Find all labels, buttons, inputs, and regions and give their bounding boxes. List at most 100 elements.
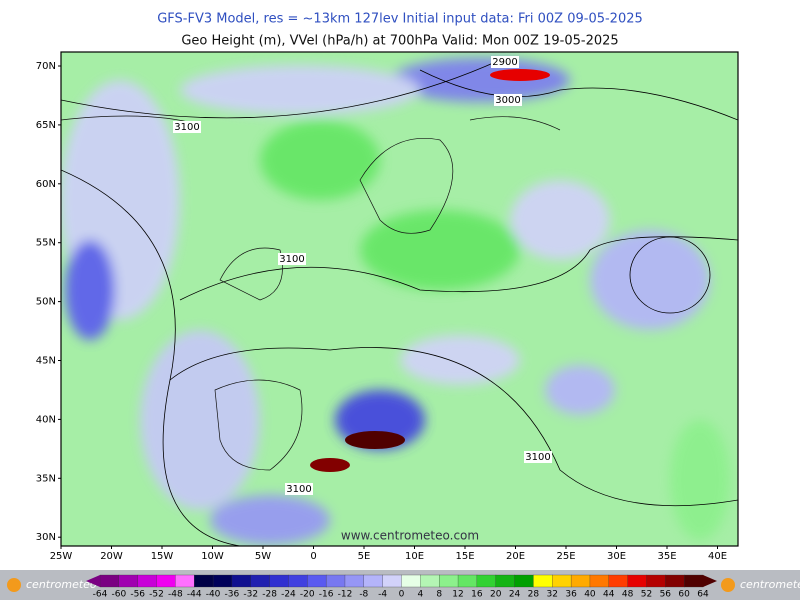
colorbar-swatch <box>118 574 139 588</box>
colorbar-label: -40 <box>206 590 221 600</box>
colorbar-label: -28 <box>262 590 277 600</box>
contour-label: 3100 <box>279 254 304 265</box>
colorbar-swatch <box>457 574 478 588</box>
lon-label: 35E <box>657 551 676 562</box>
title-line-1: GFS-FV3 Model, res = ~13km 127lev Initia… <box>157 12 643 27</box>
colorbar-label: -8 <box>359 590 368 600</box>
lat-label: 65N <box>36 120 56 131</box>
colorbar-swatch <box>495 574 516 588</box>
contour-label: 3000 <box>495 95 520 106</box>
contour-label: 3100 <box>525 452 550 463</box>
colorbar-label: -16 <box>319 590 334 600</box>
colorbar-label: 44 <box>603 590 615 600</box>
colorbar-swatch <box>194 574 214 588</box>
colorbar-label: -60 <box>111 590 126 600</box>
colorbar-swatch <box>665 574 685 588</box>
lat-label: 40N <box>36 414 56 425</box>
colorbar-label: 56 <box>660 590 672 600</box>
lon-label: 15E <box>455 551 474 562</box>
colorbar-swatch <box>344 574 365 588</box>
colorbar-swatch <box>231 574 252 588</box>
colorbar-label: 12 <box>452 590 463 600</box>
lon-label: 10W <box>201 551 224 562</box>
lon-label: 5E <box>358 551 371 562</box>
colorbar-label: 24 <box>509 590 521 600</box>
logo-icon <box>7 578 21 592</box>
colorbar-swatch <box>156 574 176 588</box>
colorbar-label: 16 <box>471 590 483 600</box>
colorbar-swatch <box>552 574 572 588</box>
lat-label: 55N <box>36 238 56 249</box>
colorbar-swatch <box>514 574 534 588</box>
colorbar-swatch <box>288 574 308 588</box>
colorbar-swatch <box>99 574 120 588</box>
colorbar-label: -36 <box>225 590 240 600</box>
colorbar-swatch <box>175 574 195 588</box>
colorbar-label: 60 <box>678 590 690 600</box>
colorbar-swatch <box>269 574 289 588</box>
lon-label: 40E <box>708 551 727 562</box>
contour-label-bg <box>524 451 552 463</box>
colorbar-swatch <box>137 574 157 588</box>
colorbar-swatch <box>307 574 327 588</box>
colorbar-label: 20 <box>490 590 502 600</box>
colorbar-label: -12 <box>338 590 353 600</box>
lon-label: 15W <box>151 551 174 562</box>
colorbar-swatch <box>363 574 384 588</box>
lon-label: 10E <box>405 551 424 562</box>
colorbar-label: 64 <box>697 590 709 600</box>
colorbar-swatch <box>533 574 553 588</box>
contour-label-bg <box>285 483 313 495</box>
colorbar-label: -52 <box>149 590 164 600</box>
lat-label: 45N <box>36 356 56 367</box>
colorbar-label: 0 <box>399 590 405 600</box>
lat-label: 50N <box>36 297 56 308</box>
colorbar-label: -20 <box>300 590 315 600</box>
logo-icon <box>721 578 735 592</box>
lon-label: 5W <box>255 551 271 562</box>
lon-label: 0 <box>310 551 316 562</box>
colorbar-swatch <box>250 574 271 588</box>
colorbar-swatch <box>627 574 647 588</box>
colorbar-label: 4 <box>417 590 423 600</box>
colorbar-label: -32 <box>243 590 258 600</box>
lon-label: 25E <box>556 551 575 562</box>
contour-label: 2900 <box>492 57 517 68</box>
colorbar-label: -24 <box>281 590 296 600</box>
colorbar-label: -44 <box>187 590 202 600</box>
logo-left: centrometeo <box>26 578 97 591</box>
colorbar-swatch <box>325 574 346 588</box>
lon-label: 20E <box>506 551 525 562</box>
lon-label: 20W <box>100 551 123 562</box>
colorbar-swatch <box>212 574 233 588</box>
colorbar-label: 48 <box>622 590 634 600</box>
lat-label: 70N <box>36 61 56 72</box>
colorbar-label: 8 <box>436 590 442 600</box>
colorbar-swatch <box>382 574 402 588</box>
contour-label-bg <box>494 94 522 106</box>
contour-label-bg <box>491 56 519 68</box>
colorbar-label: 28 <box>528 590 540 600</box>
lon-label: 25W <box>50 551 73 562</box>
contour-label-bg <box>278 253 306 265</box>
colorbar-swatch <box>684 574 704 588</box>
map-field <box>61 52 738 546</box>
colorbar-label: -48 <box>168 590 183 600</box>
colorbar-label: -56 <box>130 590 145 600</box>
colorbar-arrow-left <box>86 575 100 587</box>
colorbar-swatch <box>570 574 591 588</box>
colorbar-swatch <box>420 574 440 588</box>
colorbar-label: 40 <box>584 590 596 600</box>
lon-label: 30E <box>607 551 626 562</box>
map-frame <box>60 51 739 547</box>
colorbar-swatch <box>476 574 497 588</box>
colorbar-arrow-right <box>703 575 717 587</box>
colorbar-label: -64 <box>93 590 108 600</box>
colorbar-label: 32 <box>547 590 558 600</box>
colorbar-label: 52 <box>641 590 652 600</box>
colorbar-swatch <box>608 574 629 588</box>
colorbar-label: 36 <box>565 590 577 600</box>
title-line-2: Geo Height (m), VVel (hPa/h) at 700hPa V… <box>181 34 618 49</box>
contour-label: 3100 <box>286 484 311 495</box>
